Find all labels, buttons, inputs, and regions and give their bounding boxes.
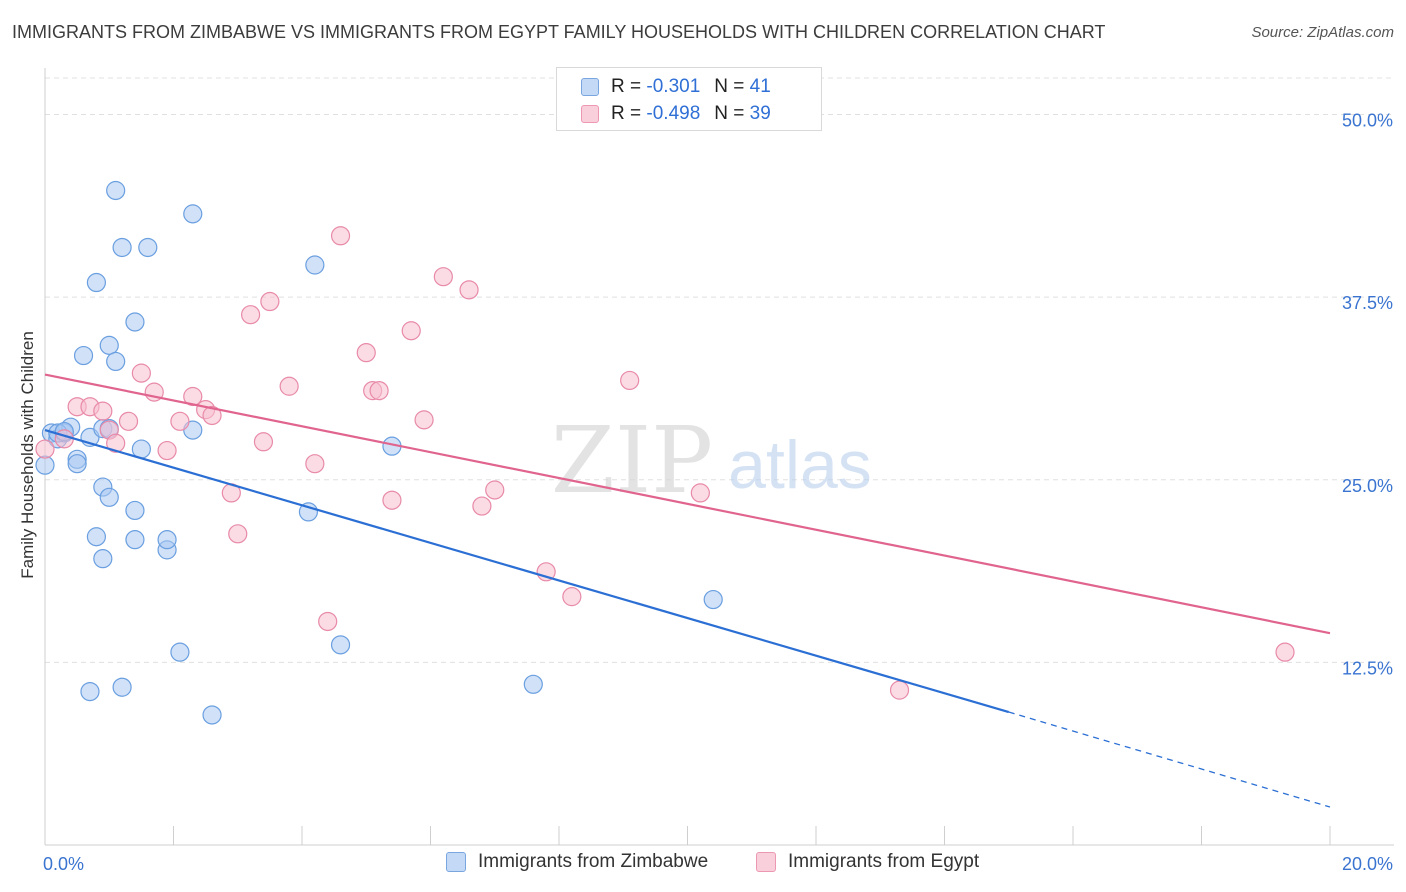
egypt-point bbox=[330, 226, 351, 246]
zimbabwe-swatch bbox=[581, 78, 599, 96]
egypt-point bbox=[369, 381, 389, 401]
egypt-point bbox=[401, 321, 421, 341]
zimbabwe-point bbox=[112, 677, 132, 697]
zimbabwe-point bbox=[99, 335, 119, 355]
zimbabwe-point bbox=[99, 487, 119, 507]
egypt-point bbox=[93, 401, 113, 421]
zimbabwe-point bbox=[106, 180, 126, 201]
egypt-point bbox=[253, 432, 274, 452]
y-tick-label: 25.0% bbox=[1342, 476, 1393, 496]
zimbabwe-point bbox=[138, 237, 158, 258]
y-tick-label: 37.5% bbox=[1342, 293, 1393, 313]
egypt-point bbox=[620, 370, 640, 391]
x-tick-label: 0.0% bbox=[43, 854, 84, 874]
legend-r-value: -0.498 bbox=[646, 103, 701, 124]
zimbabwe-point bbox=[35, 455, 55, 475]
legend-n-value: 41 bbox=[749, 76, 771, 97]
egypt-legend-swatch bbox=[756, 852, 776, 872]
zimbabwe-point bbox=[112, 237, 132, 258]
egypt-point bbox=[157, 440, 177, 461]
egypt-point bbox=[1275, 642, 1295, 662]
zimbabwe-trend-extension bbox=[1008, 711, 1331, 808]
bottom-legend-egypt: Immigrants from Egypt bbox=[756, 851, 979, 873]
zimbabwe-point bbox=[183, 204, 203, 224]
zimbabwe-legend-label: Immigrants from Zimbabwe bbox=[478, 851, 709, 872]
zimbabwe-point bbox=[67, 454, 87, 474]
y-tick-label: 12.5% bbox=[1342, 658, 1393, 678]
x-tick-label: 20.0% bbox=[1342, 854, 1393, 874]
egypt-point bbox=[305, 454, 325, 474]
egypt-point bbox=[183, 386, 203, 407]
watermark-atlas: atlas bbox=[728, 427, 872, 503]
legend-n-value: 39 bbox=[749, 103, 771, 124]
zimbabwe-point bbox=[703, 589, 723, 610]
egypt-point bbox=[356, 343, 376, 363]
source-credit: Source: ZipAtlas.com bbox=[1251, 24, 1394, 41]
zimbabwe-point bbox=[330, 635, 351, 655]
egypt-point bbox=[260, 291, 280, 312]
y-axis-label: Family Households with Children bbox=[18, 331, 37, 579]
egypt-point bbox=[318, 611, 338, 632]
legend-n-label: N = bbox=[714, 103, 745, 124]
zimbabwe-point bbox=[80, 681, 100, 702]
trend-layer bbox=[44, 373, 1331, 808]
axis-layer: 12.5% 25.0% 37.5% 50.0% 0.0% 20.0% bbox=[43, 68, 1394, 874]
egypt-point bbox=[118, 411, 139, 431]
egypt-point bbox=[472, 496, 492, 516]
egypt-point bbox=[131, 363, 151, 383]
chart-title: IMMIGRANTS FROM ZIMBABWE VS IMMIGRANTS F… bbox=[12, 22, 1106, 42]
zimbabwe-point bbox=[170, 642, 190, 662]
zimbabwe-legend-swatch bbox=[446, 852, 466, 872]
egypt-point bbox=[54, 429, 74, 449]
zimbabwe-point bbox=[93, 549, 113, 569]
egypt-legend-label: Immigrants from Egypt bbox=[788, 851, 980, 872]
watermark-zip: ZIP bbox=[551, 407, 713, 514]
egypt-point bbox=[433, 267, 453, 287]
legend-r-value: -0.301 bbox=[646, 76, 701, 97]
legend-r-label: R = bbox=[611, 103, 642, 124]
egypt-point bbox=[690, 483, 710, 503]
legend-row-egypt: R = -0.498 N = 39 bbox=[581, 100, 771, 128]
grid-layer bbox=[45, 77, 1394, 663]
zimbabwe-point bbox=[86, 527, 107, 547]
egypt-point bbox=[241, 305, 261, 325]
zimbabwe-point bbox=[125, 530, 145, 550]
egypt-point bbox=[279, 376, 299, 396]
egypt-point bbox=[106, 433, 126, 453]
legend-r-label: R = bbox=[611, 76, 642, 97]
correlation-legend: R = -0.301 N = 41 R = -0.498 N = 39 bbox=[556, 67, 822, 131]
zimbabwe-point bbox=[202, 705, 222, 725]
egypt-point bbox=[202, 405, 222, 426]
egypt-trend-line bbox=[44, 373, 1331, 635]
zimbabwe-point bbox=[86, 272, 107, 293]
zimbabwe-point bbox=[523, 674, 543, 694]
zimbabwe-trend-line bbox=[44, 429, 1010, 714]
egypt-point bbox=[459, 280, 479, 300]
zimbabwe-point bbox=[305, 255, 325, 275]
zimbabwe-point bbox=[157, 530, 177, 550]
zimbabwe-point bbox=[73, 345, 94, 366]
egypt-point bbox=[485, 480, 505, 500]
zimbabwe-point bbox=[125, 500, 145, 521]
egypt-point bbox=[889, 680, 910, 700]
zimbabwe-point bbox=[125, 312, 145, 332]
egypt-point bbox=[414, 410, 434, 430]
egypt-point bbox=[562, 587, 582, 607]
egypt-swatch bbox=[581, 105, 599, 123]
watermark: ZIP atlas bbox=[551, 407, 872, 514]
egypt-point bbox=[382, 490, 402, 510]
y-tick-label: 50.0% bbox=[1342, 111, 1393, 131]
egypt-point bbox=[228, 524, 248, 544]
bottom-legend-zimbabwe: Immigrants from Zimbabwe bbox=[446, 851, 708, 873]
egypt-point bbox=[35, 439, 55, 459]
zimbabwe-point bbox=[106, 351, 126, 372]
legend-n-label: N = bbox=[714, 76, 745, 97]
egypt-point bbox=[170, 411, 190, 431]
legend-row-zimbabwe: R = -0.301 N = 41 bbox=[581, 73, 771, 101]
